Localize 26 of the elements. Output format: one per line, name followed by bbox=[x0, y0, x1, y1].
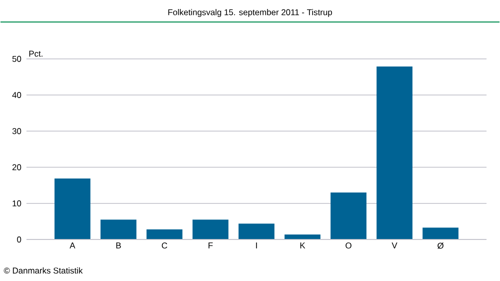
bar bbox=[54, 178, 90, 240]
x-tick-label: I bbox=[256, 242, 257, 248]
chart-title: Folketingsvalg 15. september 2011 - Tistrup bbox=[168, 8, 332, 17]
y-tick-label: 40 bbox=[12, 92, 22, 98]
y-axis-title: Pct. bbox=[29, 50, 42, 56]
y-tick-label: 0 bbox=[17, 236, 22, 242]
y-tick-label: 50 bbox=[12, 56, 22, 62]
bar bbox=[422, 227, 458, 240]
bar bbox=[146, 229, 182, 240]
y-tick-label: 10 bbox=[12, 200, 22, 206]
text: © Danmarks Statistik bbox=[4, 267, 83, 274]
x-tick-label: C bbox=[162, 242, 168, 248]
x-tick-label: V bbox=[392, 242, 398, 248]
x-tick-label: A bbox=[70, 242, 76, 248]
bar bbox=[238, 223, 274, 240]
bar bbox=[192, 219, 228, 240]
x-tick-label: F bbox=[208, 242, 213, 248]
x-tick-label: Ø bbox=[438, 242, 444, 249]
bar bbox=[330, 192, 366, 240]
x-tick-label: K bbox=[300, 242, 306, 248]
y-tick-label: 30 bbox=[12, 128, 22, 134]
bar bbox=[376, 66, 412, 240]
x-tick-label: O bbox=[346, 242, 352, 248]
y-tick-label: 20 bbox=[12, 164, 22, 170]
bar bbox=[100, 219, 136, 240]
x-tick-label: B bbox=[116, 242, 121, 248]
